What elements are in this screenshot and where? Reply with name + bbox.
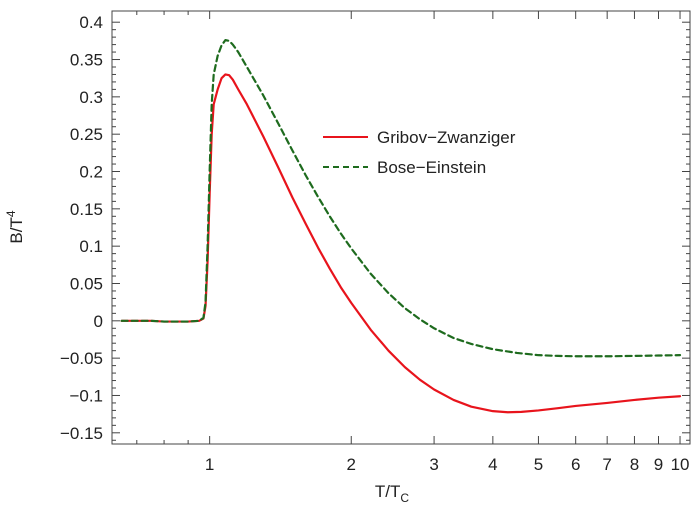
legend-label-gribov-zwanziger: Gribov−Zwanziger: [377, 128, 516, 147]
y-axis-title-main: B/T: [7, 217, 26, 243]
x-tick-label: 5: [534, 455, 543, 474]
y-tick-label: 0.25: [70, 125, 103, 144]
y-tick-label: 0.4: [79, 13, 103, 32]
x-tick-label: 7: [602, 455, 611, 474]
x-axis-title-subscript: C: [400, 491, 409, 505]
y-axis-title: B/T4: [4, 210, 26, 243]
x-axis-title-main: T/T: [375, 482, 401, 501]
y-tick-label: 0.35: [70, 51, 103, 70]
series-line-bose-einstein: [120, 39, 682, 358]
series-line-gribov-zwanziger: [120, 73, 682, 414]
y-tick-label: 0.1: [79, 237, 103, 256]
x-tick-label: 9: [654, 455, 663, 474]
legend-label-bose-einstein: Bose−Einstein: [377, 158, 486, 177]
x-tick-label: 4: [488, 455, 497, 474]
x-tick-label: 1: [205, 455, 214, 474]
y-tick-label: −0.15: [60, 424, 103, 443]
x-axis: 1 2 3 4 5 6 7 8 9 10: [136, 11, 690, 474]
y-tick-label: 0: [94, 312, 103, 331]
legend: Gribov−Zwanziger Bose−Einstein: [323, 128, 516, 177]
x-tick-label: 8: [630, 455, 639, 474]
y-axis-title-superscript: 4: [4, 210, 18, 217]
y-tick-label: −0.1: [69, 386, 103, 405]
y-tick-label: 0.3: [79, 88, 103, 107]
x-tick-label: 2: [347, 455, 356, 474]
x-tick-label: 6: [571, 455, 580, 474]
y-tick-label: −0.05: [60, 349, 103, 368]
x-tick-label: 10: [671, 455, 690, 474]
x-tick-label: 3: [429, 455, 438, 474]
y-tick-label: 0.15: [70, 200, 103, 219]
y-axis: 0.4 0.35 0.3 0.25 0.2 0.15 0.1 0.05 0 −0.05 −0.1 −0…: [60, 13, 690, 443]
y-tick-label: 0.2: [79, 163, 103, 182]
x-axis-title: T/TC: [375, 482, 410, 505]
series-layer: [120, 39, 682, 414]
plot-frame: [111, 10, 691, 445]
y-tick-label: 0.05: [70, 274, 103, 293]
